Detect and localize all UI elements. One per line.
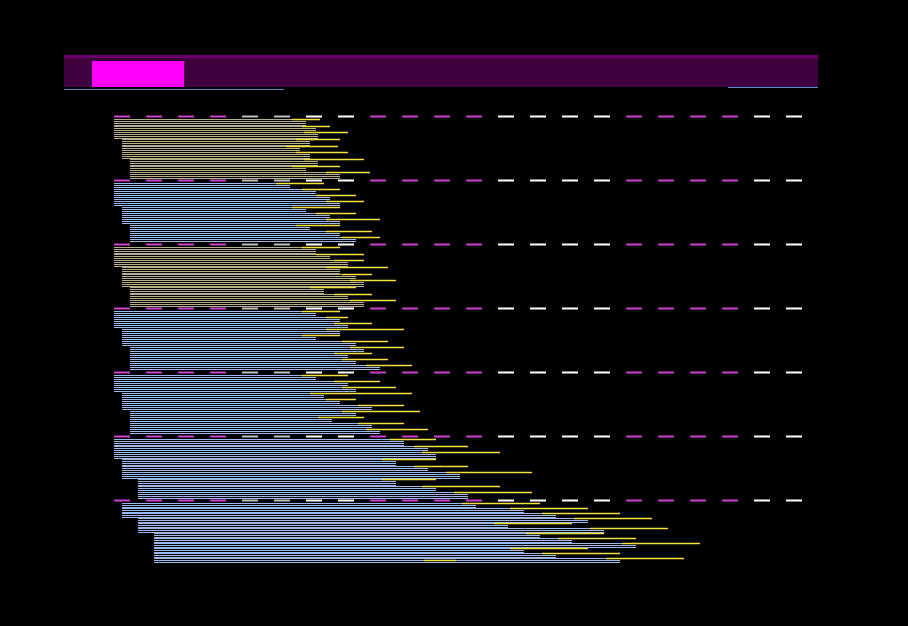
top-bar-left-underline — [64, 89, 284, 90]
top-bar — [64, 55, 818, 87]
top-bar-right-underline — [728, 87, 818, 88]
active-tab[interactable] — [92, 61, 184, 87]
